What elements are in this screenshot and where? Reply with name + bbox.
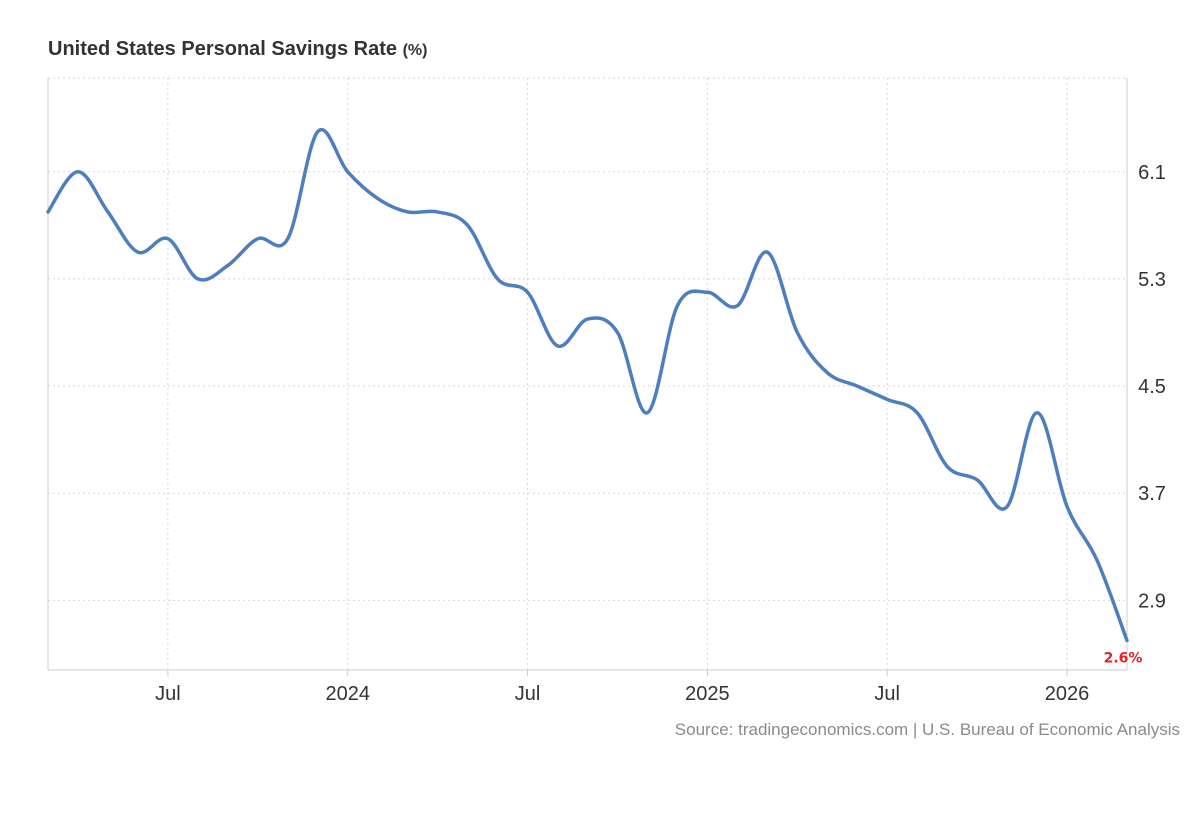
source-note: Source: tradingeconomics.com | U.S. Bure… [674, 720, 1180, 739]
x-tick-label: Jul [515, 683, 541, 705]
x-tick-label: Jul [874, 683, 900, 705]
y-tick-label: 4.5 [1138, 376, 1166, 398]
grid [48, 77, 1127, 670]
y-tick-label: 2.9 [1138, 590, 1166, 612]
y-tick-label: 5.3 [1138, 269, 1166, 291]
x-tick-label: 2026 [1045, 683, 1090, 705]
x-tick-label: 2025 [685, 683, 730, 705]
axes: 2.9 3.7 4.5 5.3 6.1 Jul 2024 Jul 2025 Jul 2026 [47, 78, 1166, 705]
x-tick-label: Jul [155, 683, 181, 705]
x-tick-label: 2024 [325, 683, 370, 705]
y-tick-label: 6.1 [1138, 162, 1166, 184]
labels: 2.6% [1104, 651, 1143, 667]
chart-title-unit: (%) [402, 42, 428, 59]
last-value-label: 2.6% [1104, 651, 1143, 667]
y-tick-label: 3.7 [1138, 483, 1166, 505]
chart-title-text: United States Personal Savings Rate [48, 38, 398, 60]
series [46, 127, 1129, 643]
chart-title: United States Personal Savings Rate (%) [48, 38, 427, 61]
series-line [46, 127, 1129, 643]
